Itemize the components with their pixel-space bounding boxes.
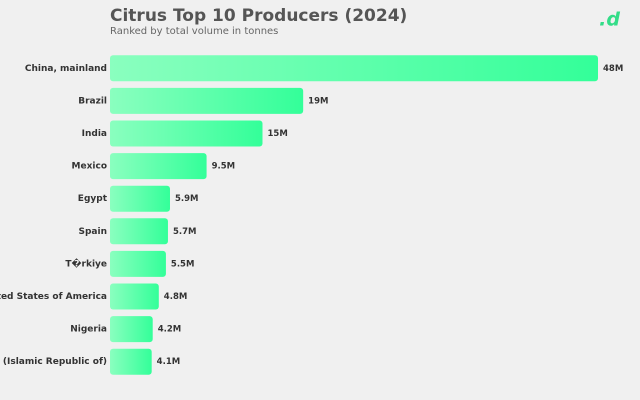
- category-label: China, mainland: [25, 64, 107, 74]
- category-label: Mexico: [72, 162, 107, 172]
- bar: [110, 87, 304, 114]
- bar: [110, 218, 168, 245]
- value-label: 9.5M: [212, 162, 236, 172]
- category-label: Spain: [79, 227, 108, 237]
- bar: [110, 185, 170, 212]
- bar: [110, 348, 152, 375]
- category-label: Iran (Islamic Republic of): [0, 357, 107, 367]
- value-label: 5.5M: [171, 259, 195, 269]
- category-label: Brazil: [78, 96, 107, 106]
- value-label: 19M: [308, 96, 328, 106]
- bar: [110, 55, 598, 82]
- bar: [110, 316, 153, 343]
- bar: [110, 120, 263, 147]
- value-label: 4.1M: [157, 357, 181, 367]
- value-label: 5.9M: [175, 194, 199, 204]
- category-label: India: [82, 129, 107, 139]
- category-label: United States of America: [0, 292, 107, 302]
- chart-title: Citrus Top 10 Producers (2024): [110, 6, 407, 26]
- chart-subtitle: Ranked by total volume in tonnes: [110, 26, 278, 37]
- value-label: 4.2M: [158, 325, 182, 335]
- value-label: 48M: [603, 64, 623, 74]
- category-label: T�rkiye: [65, 257, 107, 269]
- value-label: 4.8M: [164, 292, 188, 302]
- bar: [110, 153, 207, 180]
- brand-logo: .d: [599, 9, 620, 31]
- category-label: Nigeria: [70, 325, 107, 335]
- value-label: 15M: [268, 129, 288, 139]
- value-label: 5.7M: [173, 227, 197, 237]
- bar: [110, 250, 166, 277]
- category-label: Egypt: [78, 194, 108, 204]
- bar: [110, 283, 159, 310]
